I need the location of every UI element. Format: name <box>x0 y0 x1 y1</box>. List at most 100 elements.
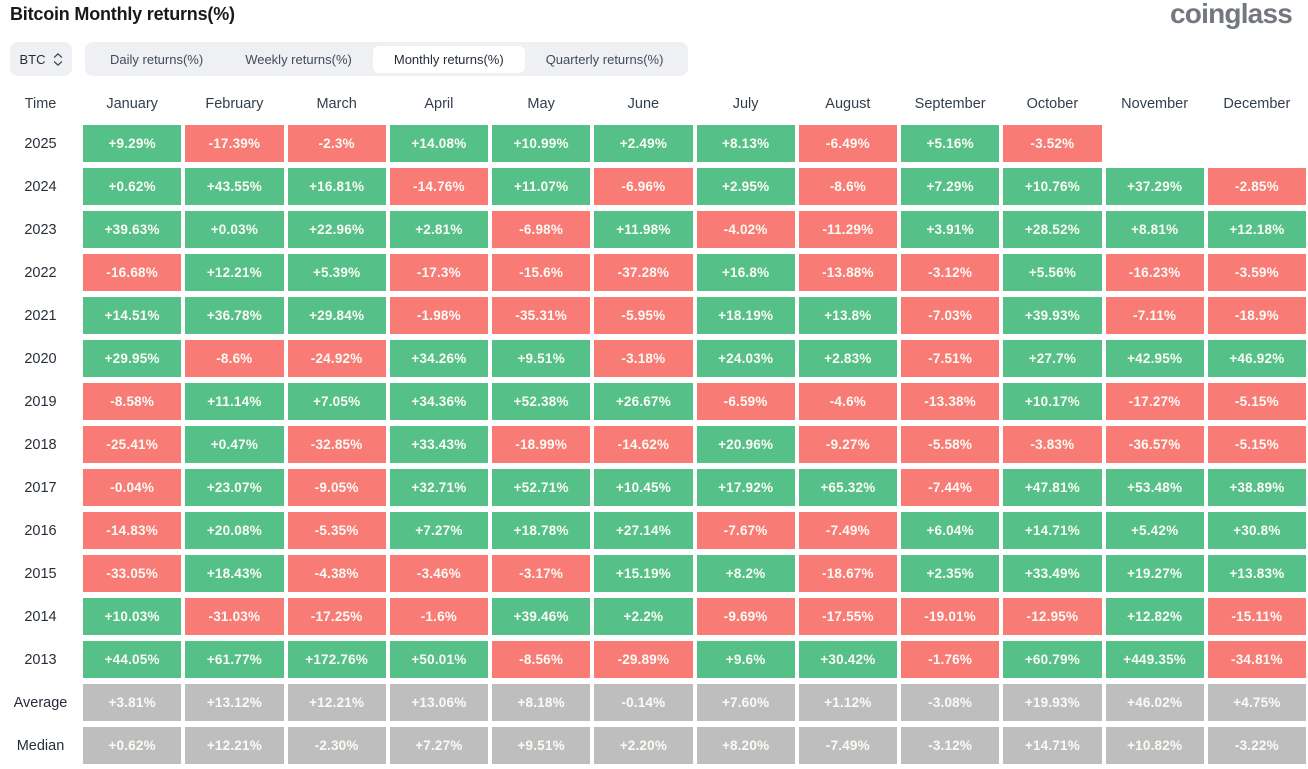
return-cell: +6.04% <box>901 512 1000 549</box>
return-cell: +43.55% <box>185 168 284 205</box>
row-label-2013: 2013 <box>24 651 57 668</box>
column-header-may: May <box>527 95 555 112</box>
return-cell: +13.12% <box>185 684 284 721</box>
return-cell: -7.49% <box>798 727 897 764</box>
return-cell: +0.47% <box>185 426 284 463</box>
monthly-returns-table: Time January February March April May June July… <box>0 85 1308 767</box>
return-cell: -4.38% <box>287 555 386 592</box>
symbol-select[interactable]: BTC <box>10 42 72 76</box>
tab-monthly-returns[interactable]: Monthly returns(%) <box>372 45 525 73</box>
return-cell: -3.12% <box>901 727 1000 764</box>
return-cell: +10.17% <box>1003 383 1102 420</box>
column-header-november: November <box>1121 95 1189 112</box>
return-cell: -17.3% <box>389 254 488 291</box>
return-cell: -2.3% <box>287 125 386 162</box>
return-cell: -5.35% <box>287 512 386 549</box>
return-cell: -17.27% <box>1105 383 1204 420</box>
row-label-median: Median <box>16 737 65 754</box>
return-cell: +39.93% <box>1003 297 1102 334</box>
return-cell: +34.26% <box>389 340 488 377</box>
return-cell: -12.95% <box>1003 598 1102 635</box>
return-cell: +46.02% <box>1105 684 1204 721</box>
return-cell: -7.49% <box>798 512 897 549</box>
return-cell: +18.78% <box>492 512 591 549</box>
return-cell: +13.06% <box>389 684 488 721</box>
return-cell: +8.2% <box>696 555 795 592</box>
controls-row: BTC Daily returns(%) Weekly returns(%) Mon… <box>10 42 1308 76</box>
return-cell: +24.03% <box>696 340 795 377</box>
return-cell: +12.21% <box>185 727 284 764</box>
return-cell: -3.22% <box>1207 727 1306 764</box>
row-label-2017: 2017 <box>24 479 57 496</box>
tab-daily-returns[interactable]: Daily returns(%) <box>110 51 204 67</box>
return-cell: +0.62% <box>83 727 182 764</box>
return-cell: -9.05% <box>287 469 386 506</box>
return-cell: +8.81% <box>1105 211 1204 248</box>
return-cell: +60.79% <box>1003 641 1102 678</box>
return-cell: +7.27% <box>389 512 488 549</box>
return-cell: +15.19% <box>594 555 693 592</box>
return-cell: +12.21% <box>287 684 386 721</box>
return-cell: -5.58% <box>901 426 1000 463</box>
row-label-2020: 2020 <box>24 350 57 367</box>
row-label-2015: 2015 <box>24 565 57 582</box>
return-cell: -1.76% <box>901 641 1000 678</box>
column-header-june: June <box>627 95 660 112</box>
tab-weekly-returns[interactable]: Weekly returns(%) <box>245 51 352 67</box>
return-cell: +27.7% <box>1003 340 1102 377</box>
return-cell: -6.49% <box>798 125 897 162</box>
return-cell: +53.48% <box>1105 469 1204 506</box>
return-cell: -6.96% <box>594 168 693 205</box>
return-cell: +8.13% <box>696 125 795 162</box>
column-header-january: January <box>106 95 158 112</box>
return-cell: +7.60% <box>696 684 795 721</box>
return-cell: +38.89% <box>1207 469 1306 506</box>
return-cell: +2.49% <box>594 125 693 162</box>
return-cell: +9.6% <box>696 641 795 678</box>
return-cell: +449.35% <box>1105 641 1204 678</box>
return-cell: -3.08% <box>901 684 1000 721</box>
tab-quarterly-returns[interactable]: Quarterly returns(%) <box>545 51 664 67</box>
return-cell: +13.8% <box>798 297 897 334</box>
return-cell: -33.05% <box>83 555 182 592</box>
return-cell: +65.32% <box>798 469 897 506</box>
return-cell: +3.91% <box>901 211 1000 248</box>
return-cell: -5.15% <box>1207 383 1306 420</box>
return-cell: +33.49% <box>1003 555 1102 592</box>
return-cell: -7.67% <box>696 512 795 549</box>
row-label-2019: 2019 <box>24 393 57 410</box>
row-label-2024: 2024 <box>24 178 57 195</box>
return-cell: -7.03% <box>901 297 1000 334</box>
return-cell: +12.21% <box>185 254 284 291</box>
return-cell: +18.43% <box>185 555 284 592</box>
column-header-september: September <box>914 95 986 112</box>
return-cell: +61.77% <box>185 641 284 678</box>
return-cell: +0.62% <box>83 168 182 205</box>
column-header-august: August <box>825 95 871 112</box>
return-cell: -34.81% <box>1207 641 1306 678</box>
return-cell: -17.55% <box>798 598 897 635</box>
return-cell: +2.2% <box>594 598 693 635</box>
return-cell: +20.08% <box>185 512 284 549</box>
return-cell: -3.59% <box>1207 254 1306 291</box>
return-cell: +12.18% <box>1207 211 1306 248</box>
return-cell: +50.01% <box>389 641 488 678</box>
return-cell: +8.18% <box>492 684 591 721</box>
return-cell: +52.71% <box>492 469 591 506</box>
return-cell: +16.81% <box>287 168 386 205</box>
return-cell: +30.8% <box>1207 512 1306 549</box>
return-cell: +10.03% <box>83 598 182 635</box>
return-cell: +2.95% <box>696 168 795 205</box>
return-cell: -2.85% <box>1207 168 1306 205</box>
return-cell: +11.98% <box>594 211 693 248</box>
return-cell: +29.95% <box>83 340 182 377</box>
return-cell: -6.59% <box>696 383 795 420</box>
return-cell: +47.81% <box>1003 469 1102 506</box>
return-cell: +10.76% <box>1003 168 1102 205</box>
symbol-select-value: BTC <box>19 51 46 67</box>
row-label-2014: 2014 <box>24 608 57 625</box>
return-cell: +14.71% <box>1003 512 1102 549</box>
return-cell: -9.69% <box>696 598 795 635</box>
return-cell: -6.98% <box>492 211 591 248</box>
return-cell: -31.03% <box>185 598 284 635</box>
